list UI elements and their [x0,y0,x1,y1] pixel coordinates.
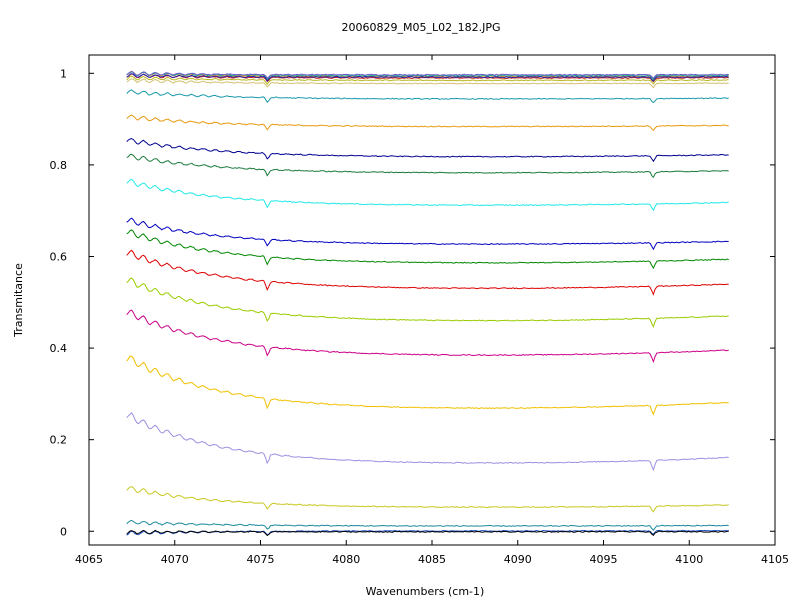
y-tick-label: 0.8 [50,159,68,172]
y-tick-label: 1 [60,67,67,80]
x-tick-label: 4105 [761,553,789,566]
y-tick-label: 0.4 [50,342,68,355]
y-tick-label: 0.6 [50,250,68,263]
x-tick-label: 4085 [418,553,446,566]
series-line-21 [126,519,729,531]
series-line-6 [126,75,729,86]
series-line-5 [126,73,729,82]
x-tick-label: 4100 [675,553,703,566]
series-line-17 [126,309,729,364]
series-line-20 [126,486,729,513]
series-line-4 [126,70,729,79]
series-line-8 [126,89,729,104]
series-line-18 [126,355,729,416]
series-line-15 [126,249,729,296]
y-tick-label: 0.2 [50,434,68,447]
y-tick-label: 0 [60,525,67,538]
x-tick-label: 4075 [247,553,275,566]
series-line-23 [126,529,729,537]
tick-layer: 4065 4070 4075 4080 4085 4090 4095 4100 4105 0 0.2… [50,55,789,566]
series-line-11 [126,153,729,179]
y-axis-label: Transmitance [12,263,25,338]
chart-title: 20060829_M05_L02_182.JPG [342,21,501,34]
x-tick-label: 4065 [75,553,103,566]
series-line-19 [126,412,729,472]
series-line-9 [126,114,729,132]
x-tick-label: 4070 [161,553,189,566]
series-line-14 [126,229,729,270]
x-axis-label: Wavenumbers (cm-1) [366,585,485,598]
series-line-7 [126,78,729,89]
x-tick-label: 4095 [590,553,618,566]
series-line-10 [126,138,729,163]
series-line-16 [126,277,729,329]
series-layer [126,70,729,537]
series-line-13 [126,217,729,251]
x-tick-label: 4080 [332,553,360,566]
series-line-12 [126,178,729,212]
x-tick-label: 4090 [504,553,532,566]
